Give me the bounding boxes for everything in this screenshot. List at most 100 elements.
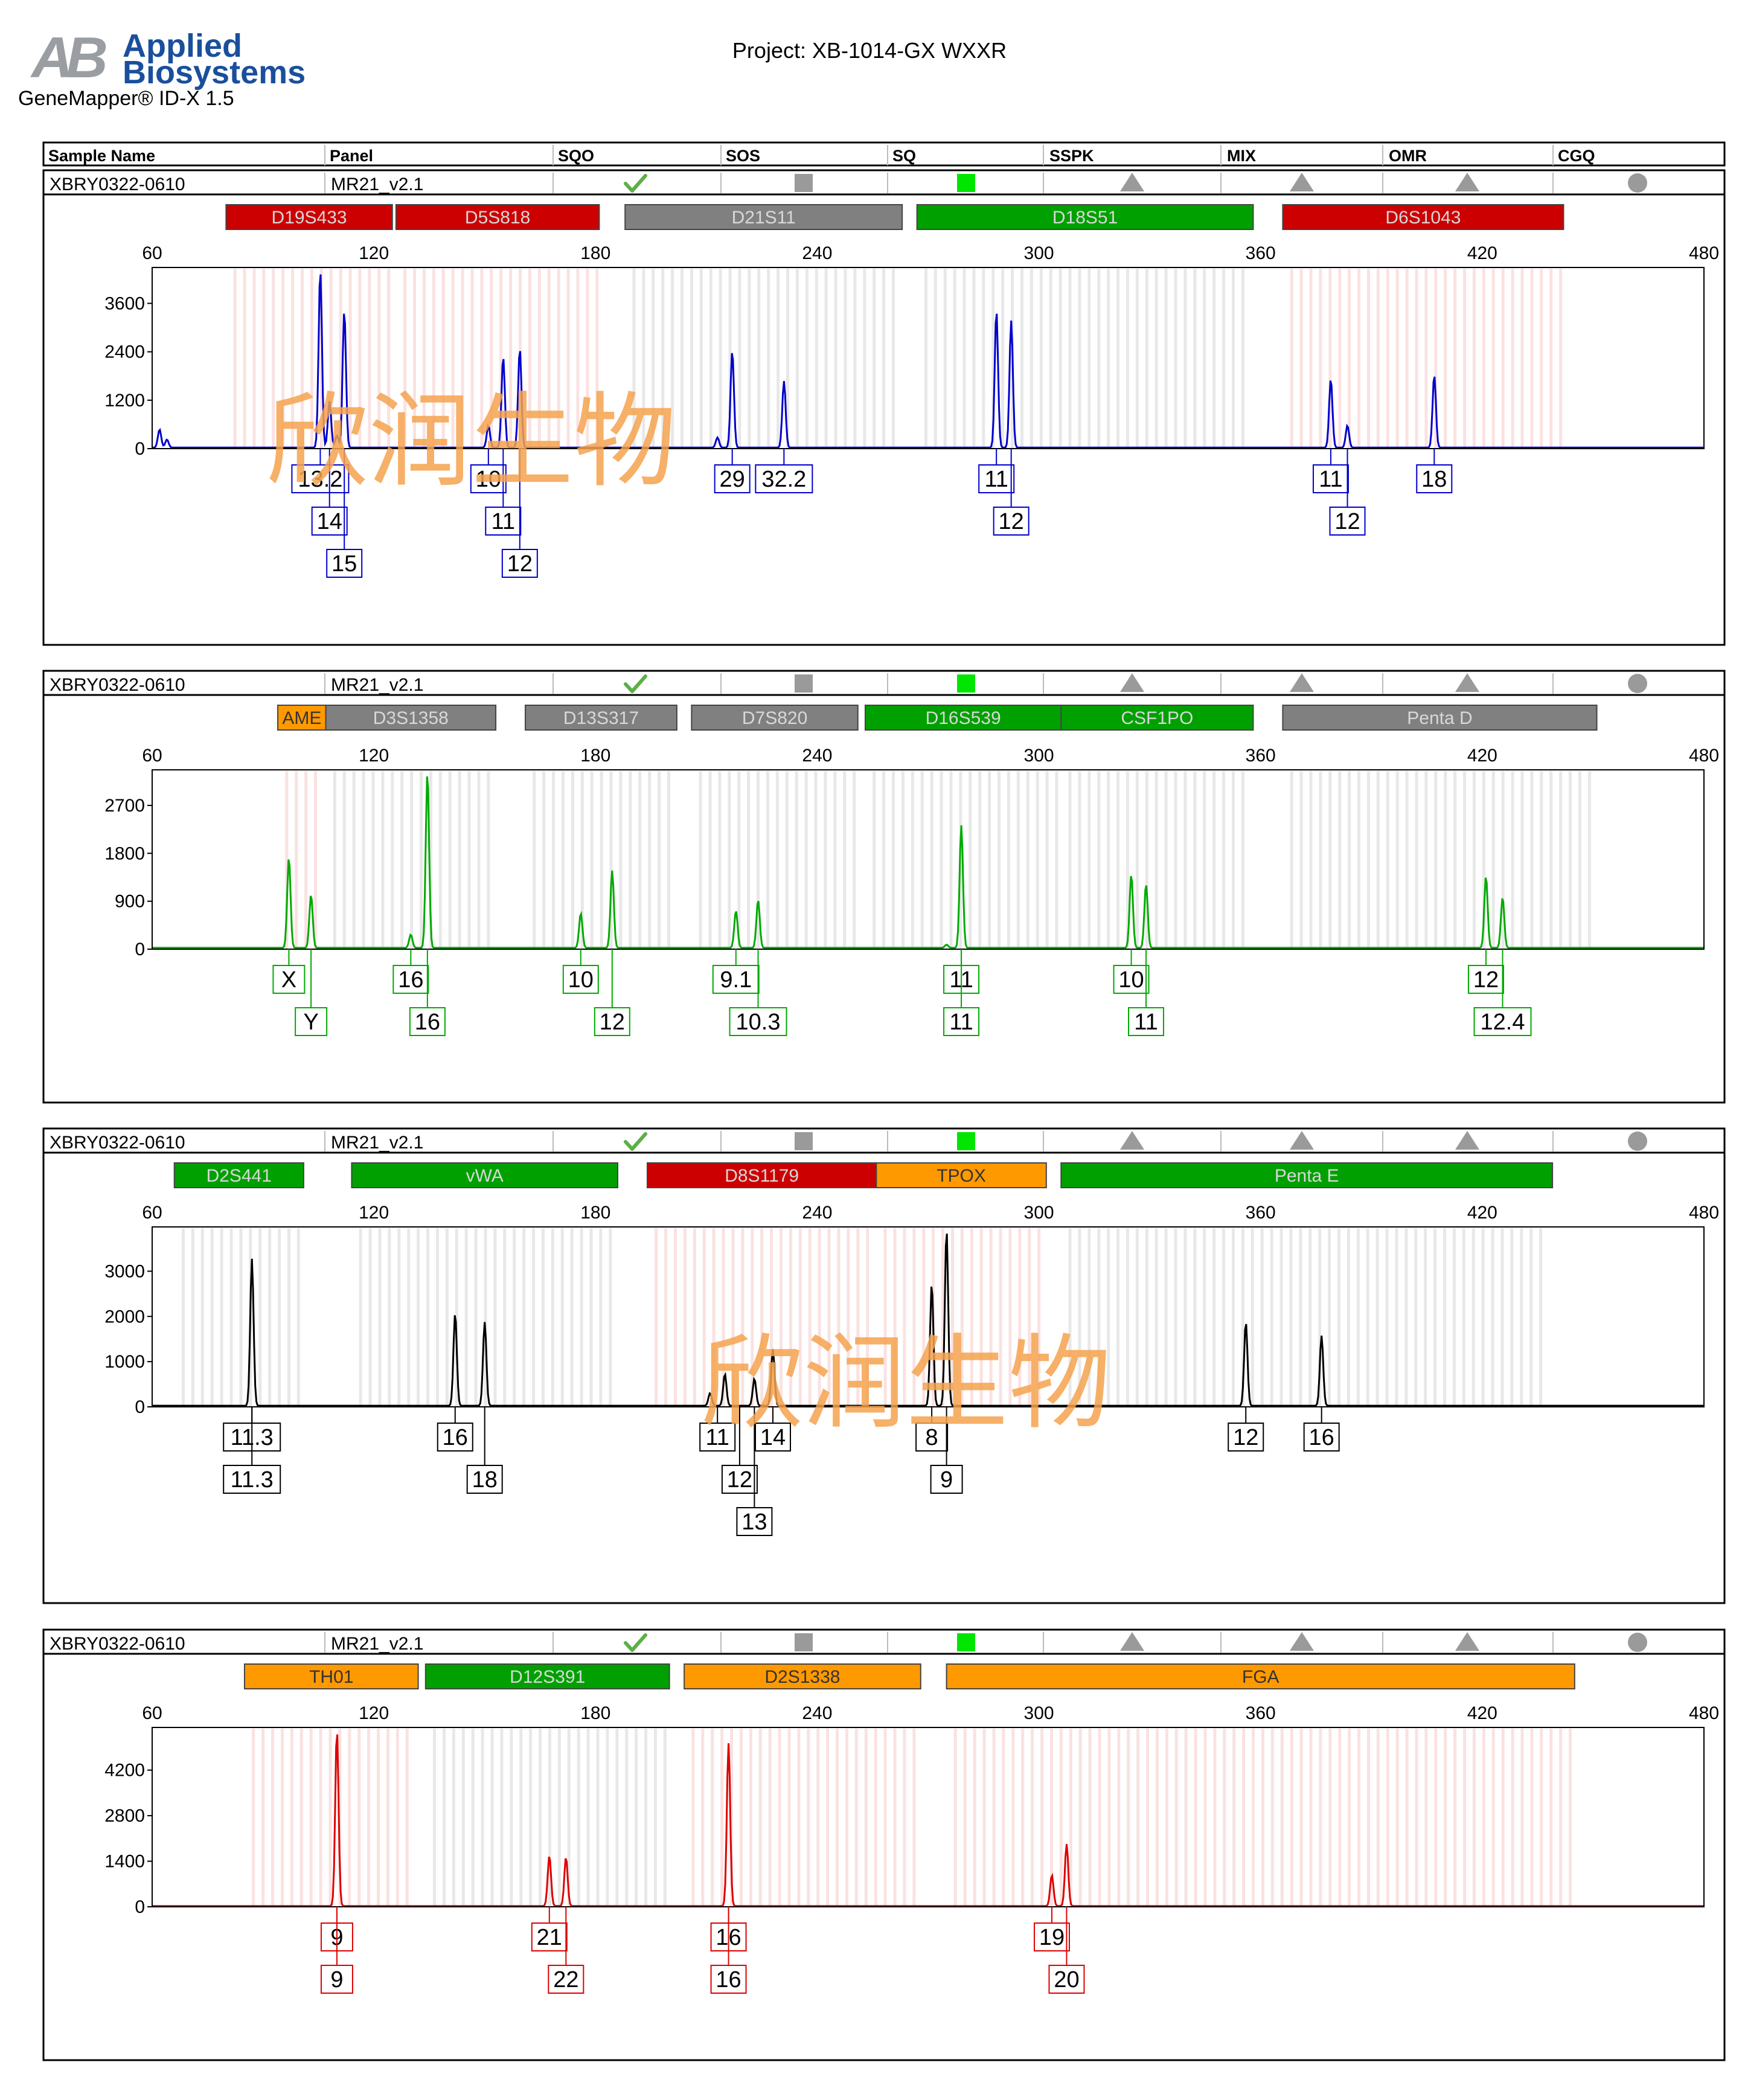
panel-name: MR21_v2.1 xyxy=(331,1133,423,1153)
column-header-sample-name[interactable]: Sample Name xyxy=(48,147,155,165)
allele-label: 18 xyxy=(472,1467,498,1493)
marker-vwa[interactable]: vWA xyxy=(351,1163,618,1188)
x-tick-label: 240 xyxy=(802,243,832,263)
allele-label: 18 xyxy=(1421,467,1447,492)
x-tick-label: 120 xyxy=(359,243,389,263)
allele-label: 12 xyxy=(600,1010,625,1035)
marker-label: D5S818 xyxy=(465,208,530,228)
marker-d2s441[interactable]: D2S441 xyxy=(175,1163,304,1188)
panel-name: MR21_v2.1 xyxy=(331,675,423,695)
x-tick-label: 60 xyxy=(142,1703,162,1723)
x-tick-label: 480 xyxy=(1689,1703,1719,1723)
allele-label: 12 xyxy=(1334,509,1360,534)
column-header-mix[interactable]: MIX xyxy=(1227,147,1256,165)
column-header-omr[interactable]: OMR xyxy=(1389,147,1427,165)
x-tick-label: 480 xyxy=(1689,1203,1719,1223)
allele-label: 10 xyxy=(568,967,594,993)
y-tick-label: 1400 xyxy=(104,1852,145,1872)
marker-ame[interactable]: AME xyxy=(278,705,326,730)
allele-label: 13 xyxy=(741,1509,767,1535)
allele-label: 12 xyxy=(1473,967,1499,993)
allele-label: 19 xyxy=(1039,1925,1065,1950)
allele-label: 12 xyxy=(1233,1425,1258,1450)
marker-d16s539[interactable]: D16S539 xyxy=(865,705,1061,730)
allele-label: 11 xyxy=(949,1010,973,1035)
x-tick-label: 360 xyxy=(1246,746,1276,766)
project-title: Project: XB-1014-GX WXXR xyxy=(732,38,1007,63)
x-tick-label: 300 xyxy=(1024,746,1054,766)
marker-csf1po[interactable]: CSF1PO xyxy=(1061,705,1253,730)
y-tick-label: 3000 xyxy=(104,1261,145,1281)
allele-label: 16 xyxy=(716,1967,741,1993)
watermark-text: 欣润生物 xyxy=(700,1327,1111,1441)
marker-penta-d[interactable]: Penta D xyxy=(1282,705,1596,730)
logo-line2: Biosystems xyxy=(123,54,306,91)
x-tick-label: 360 xyxy=(1246,1203,1276,1223)
allele-label: 12 xyxy=(999,509,1024,534)
x-tick-label: 120 xyxy=(359,1203,389,1223)
green-square-icon xyxy=(957,674,975,693)
marker-d2s1338[interactable]: D2S1338 xyxy=(684,1664,921,1689)
column-header-sqo[interactable]: SQO xyxy=(558,147,594,165)
y-tick-label: 4200 xyxy=(104,1761,145,1781)
report-header: AB Applied Biosystems GeneMapper® ID-X 1… xyxy=(18,25,1007,110)
column-header-panel[interactable]: Panel xyxy=(330,147,373,165)
marker-d13s317[interactable]: D13S317 xyxy=(525,705,677,730)
gray-circle-icon xyxy=(1628,674,1647,693)
column-header-sos[interactable]: SOS xyxy=(726,147,760,165)
x-tick-label: 420 xyxy=(1467,1203,1497,1223)
x-tick-label: 60 xyxy=(142,746,162,766)
marker-label: D18S51 xyxy=(1052,208,1118,228)
gray-circle-icon xyxy=(1628,1633,1647,1652)
y-tick-label: 0 xyxy=(135,439,145,459)
x-tick-label: 180 xyxy=(580,243,610,263)
marker-th01[interactable]: TH01 xyxy=(245,1664,418,1689)
marker-d6s1043[interactable]: D6S1043 xyxy=(1282,205,1563,229)
allele-label: 11 xyxy=(984,467,1008,492)
sample-name: XBRY0322-0610 xyxy=(50,675,185,695)
marker-d18s51[interactable]: D18S51 xyxy=(917,205,1254,229)
marker-penta-e[interactable]: Penta E xyxy=(1061,1163,1552,1188)
marker-label: D3S1358 xyxy=(373,708,449,728)
allele-label: 10 xyxy=(1118,967,1144,993)
x-tick-label: 60 xyxy=(142,1203,162,1223)
y-tick-label: 0 xyxy=(135,940,145,959)
marker-d19s433[interactable]: D19S433 xyxy=(226,205,392,229)
marker-label: FGA xyxy=(1242,1667,1279,1687)
marker-d12s391[interactable]: D12S391 xyxy=(426,1664,670,1689)
x-tick-label: 360 xyxy=(1246,1703,1276,1723)
marker-label: D2S441 xyxy=(207,1166,272,1186)
y-tick-label: 0 xyxy=(135,1397,145,1417)
marker-d5s818[interactable]: D5S818 xyxy=(396,205,600,229)
allele-label: 14 xyxy=(317,509,342,534)
marker-label: D8S1179 xyxy=(725,1166,799,1186)
marker-d7s820[interactable]: D7S820 xyxy=(691,705,857,730)
gray-square-icon xyxy=(795,1132,813,1150)
x-tick-label: 300 xyxy=(1024,243,1054,263)
column-header-sq[interactable]: SQ xyxy=(892,147,916,165)
x-tick-label: 480 xyxy=(1689,746,1719,766)
x-tick-label: 240 xyxy=(802,1703,832,1723)
allele-label: 12 xyxy=(507,551,533,577)
column-header-sspk[interactable]: SSPK xyxy=(1049,147,1094,165)
marker-label: Penta D xyxy=(1407,708,1472,728)
marker-d3s1358[interactable]: D3S1358 xyxy=(326,705,496,730)
y-tick-label: 2800 xyxy=(104,1806,145,1826)
column-header-cgq[interactable]: CGQ xyxy=(1558,147,1595,165)
marker-label: D21S11 xyxy=(732,208,796,228)
marker-tpox[interactable]: TPOX xyxy=(876,1163,1046,1188)
marker-d8s1179[interactable]: D8S1179 xyxy=(647,1163,876,1188)
watermark-text: 欣润生物 xyxy=(266,385,676,499)
allele-label: 9 xyxy=(330,1967,343,1993)
allele-label: 11 xyxy=(492,509,515,534)
product-name: GeneMapper® ID-X 1.5 xyxy=(18,87,234,110)
marker-d21s11[interactable]: D21S11 xyxy=(625,205,902,229)
logo-ab-mark: AB xyxy=(30,25,106,90)
x-tick-label: 120 xyxy=(359,746,389,766)
y-tick-label: 1800 xyxy=(104,844,145,863)
marker-fga[interactable]: FGA xyxy=(947,1664,1575,1689)
x-tick-label: 300 xyxy=(1024,1203,1054,1223)
